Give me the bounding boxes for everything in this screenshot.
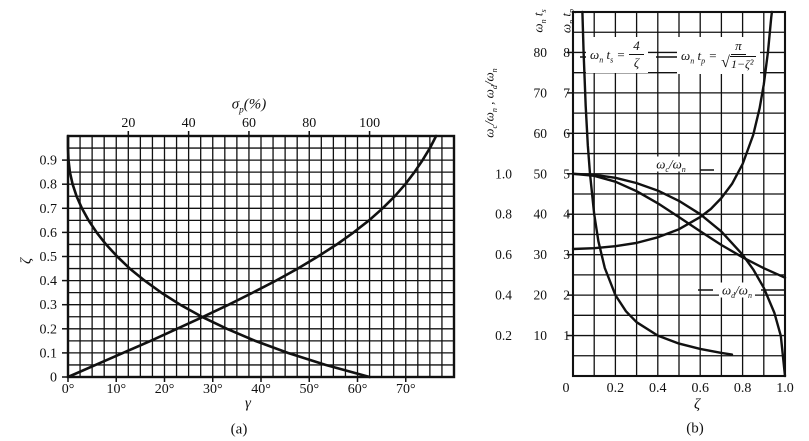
x-axis-label-gamma: γ <box>245 395 251 412</box>
svg-text:40: 40 <box>534 207 548 222</box>
svg-text:10°: 10° <box>106 382 126 397</box>
equation-settling-time-lhs: ωn ts = <box>590 47 626 65</box>
svg-text:0.3: 0.3 <box>40 298 58 313</box>
svg-text:0.4: 0.4 <box>40 274 58 289</box>
svg-text:0.5: 0.5 <box>40 250 58 265</box>
svg-text:0.4: 0.4 <box>495 288 512 303</box>
svg-text:50°: 50° <box>299 382 319 397</box>
svg-text:0.9: 0.9 <box>40 154 58 169</box>
svg-text:6: 6 <box>563 126 570 141</box>
svg-text:0.1: 0.1 <box>40 346 58 361</box>
svg-text:60: 60 <box>242 116 256 131</box>
svg-text:40: 40 <box>182 116 196 131</box>
equation-peak-time: ωn tp = π √ 1−ζ² <box>677 37 760 75</box>
column-header-wn-tp: ωn tp <box>558 8 577 34</box>
caption-a: (a) <box>230 421 248 438</box>
fraction-numerator: 4 <box>629 38 644 56</box>
x-axis-label-zeta-b: ζ <box>693 396 701 413</box>
equation-settling-time: ωn ts = 4 ζ <box>586 37 648 73</box>
svg-text:70: 70 <box>534 85 548 100</box>
svg-text:80: 80 <box>534 45 548 60</box>
svg-text:100: 100 <box>359 116 380 131</box>
curve-label-omega-c: ωc/ωn <box>653 156 689 174</box>
svg-text:0.2: 0.2 <box>40 322 58 337</box>
svg-text:4: 4 <box>563 207 570 222</box>
svg-text:80: 80 <box>302 116 316 131</box>
svg-text:1.0: 1.0 <box>776 381 794 396</box>
svg-text:0: 0 <box>50 371 57 386</box>
fraction-denominator: √ 1−ζ² <box>721 54 756 72</box>
top-axis-label-overshoot: σp(%) <box>231 96 267 116</box>
svg-text:0.8: 0.8 <box>495 207 512 222</box>
chart-a-curves <box>66 134 438 379</box>
svg-text:0.7: 0.7 <box>40 202 58 217</box>
y-axis-label-zeta-a: ζ <box>18 257 35 265</box>
chart-b-grid <box>571 10 787 378</box>
svg-text:60°: 60° <box>348 382 368 397</box>
svg-text:5: 5 <box>563 166 570 181</box>
fraction-numerator: π <box>731 38 746 56</box>
chart-a-axes: 0° 10° 20° 30° 40° 50° 60° 70° 20 40 60 80 100 0 0.1 0.… <box>40 116 416 397</box>
svg-text:7: 7 <box>563 85 570 100</box>
svg-text:1.0: 1.0 <box>495 166 512 181</box>
caption-b: (b) <box>686 420 704 437</box>
svg-text:8: 8 <box>563 45 570 60</box>
svg-text:1: 1 <box>563 328 570 343</box>
fraction: 4 ζ <box>629 38 644 71</box>
svg-text:0.8: 0.8 <box>734 381 752 396</box>
svg-text:0: 0 <box>563 381 570 396</box>
chart-b-curves <box>571 10 787 378</box>
fraction: π √ 1−ζ² <box>721 38 756 72</box>
svg-text:3: 3 <box>563 247 570 262</box>
svg-text:0.8: 0.8 <box>40 178 58 193</box>
svg-text:20°: 20° <box>155 382 175 397</box>
y-axis-label-omega-ratios: ωc/ωn , ωd/ωn <box>481 68 500 138</box>
svg-text:50: 50 <box>534 166 548 181</box>
sqrt-sign: √ <box>721 54 730 72</box>
svg-text:0.2: 0.2 <box>607 381 625 396</box>
svg-text:20: 20 <box>534 288 548 303</box>
svg-text:60: 60 <box>534 126 548 141</box>
sqrt-radicand: 1−ζ² <box>729 56 756 72</box>
svg-text:40°: 40° <box>251 382 271 397</box>
chart-b-axes: 1 2 3 4 5 6 7 8 10 20 30 40 50 60 70 80 0.2 0.4 0.6 0.8 1.0 0… <box>495 45 794 396</box>
svg-text:30: 30 <box>534 247 548 262</box>
svg-text:10: 10 <box>534 328 548 343</box>
chart-a-grid <box>66 134 456 379</box>
svg-text:0.2: 0.2 <box>495 328 512 343</box>
column-header-wn-ts: ωn ts <box>530 9 549 33</box>
curve-label-omega-d: ωd/ωn <box>718 282 756 300</box>
svg-text:30°: 30° <box>203 382 223 397</box>
fraction-denominator: ζ <box>633 55 640 71</box>
svg-text:0.6: 0.6 <box>495 247 512 262</box>
svg-text:70°: 70° <box>396 382 416 397</box>
svg-text:2: 2 <box>563 288 570 303</box>
svg-text:0.4: 0.4 <box>649 381 667 396</box>
equation-peak-time-lhs: ωn tp = <box>681 48 718 66</box>
svg-text:0.6: 0.6 <box>40 226 58 241</box>
svg-text:0.6: 0.6 <box>691 381 709 396</box>
svg-text:0°: 0° <box>62 382 75 397</box>
svg-text:20: 20 <box>121 116 135 131</box>
